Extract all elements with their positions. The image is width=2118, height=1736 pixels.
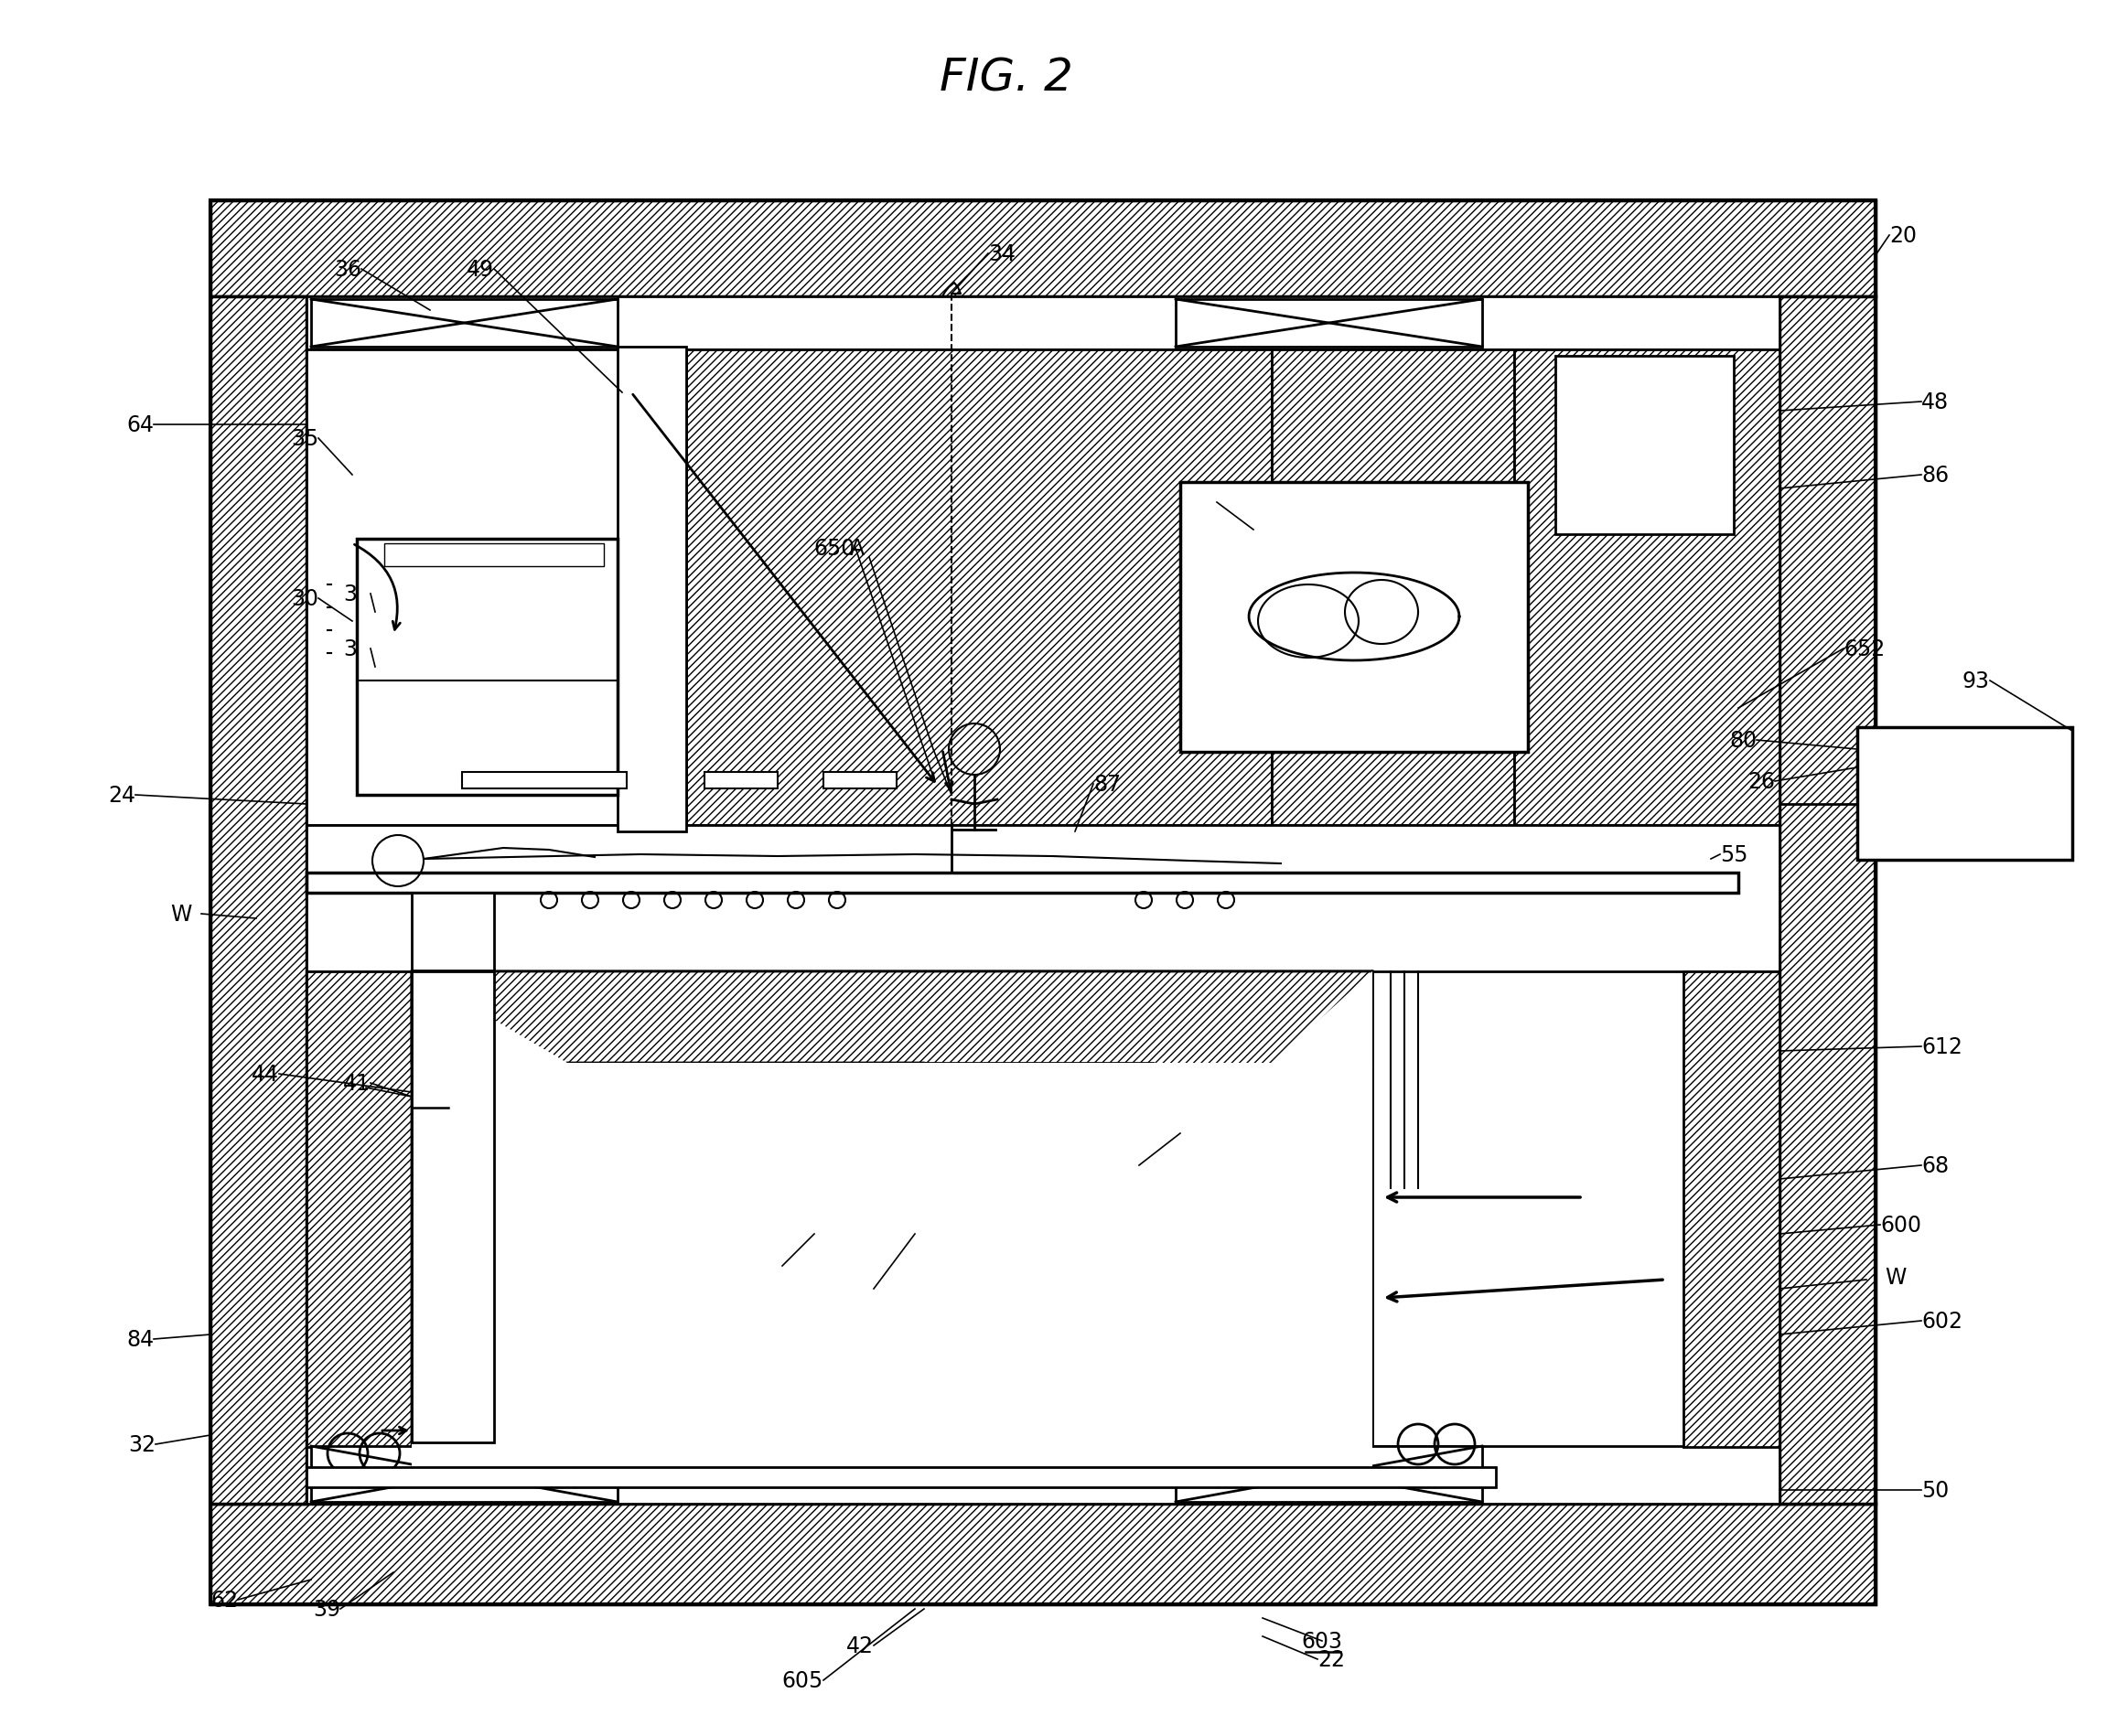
Bar	[311, 1446, 618, 1502]
Text: 87: 87	[1093, 773, 1120, 795]
Text: 50: 50	[1921, 1479, 1949, 1502]
Text: IMAGING: IMAGING	[1915, 762, 2016, 779]
Bar	[307, 1467, 1495, 1488]
Bar	[796, 1062, 1152, 1142]
Bar	[568, 1062, 1271, 1479]
Text: 80: 80	[1728, 729, 1756, 752]
Bar	[686, 351, 951, 826]
Text: 45: 45	[754, 1255, 782, 1278]
Text: 34: 34	[989, 243, 1015, 266]
Text: W: W	[1885, 1266, 1906, 1288]
Bar	[307, 826, 1779, 972]
Bar	[568, 1142, 1152, 1450]
Text: 42: 42	[847, 1635, 875, 1656]
Bar	[356, 540, 618, 795]
Bar	[824, 773, 896, 788]
Bar	[411, 972, 1372, 1479]
FancyArrowPatch shape	[354, 545, 400, 630]
Text: 44: 44	[252, 1062, 280, 1085]
Bar	[1175, 300, 1483, 347]
Text: 86: 86	[1921, 465, 1949, 486]
Text: 39: 39	[313, 1597, 341, 1620]
Polygon shape	[411, 972, 1372, 1234]
Bar	[705, 773, 777, 788]
Bar	[411, 892, 493, 970]
Text: 20: 20	[1889, 226, 1917, 247]
Bar	[307, 351, 686, 826]
Bar	[210, 297, 307, 1503]
Text: 91: 91	[1190, 491, 1218, 514]
Polygon shape	[411, 972, 1372, 1479]
Text: 603: 603	[1300, 1630, 1343, 1653]
Bar	[383, 543, 604, 566]
Bar	[311, 300, 618, 347]
Text: 68: 68	[1921, 1154, 1949, 1177]
Text: 603: 603	[409, 1087, 451, 1108]
Bar	[307, 297, 1779, 351]
Text: 605: 605	[782, 1670, 824, 1691]
Bar	[307, 351, 356, 1448]
Bar	[1779, 297, 1877, 1503]
Text: 650: 650	[813, 538, 856, 559]
Text: 612: 612	[1921, 1036, 1963, 1057]
Text: 36: 36	[335, 259, 362, 281]
Bar	[307, 297, 1779, 1503]
Bar	[307, 873, 1739, 892]
Text: 62: 62	[210, 1588, 237, 1611]
Polygon shape	[411, 972, 568, 1479]
Bar	[210, 201, 1877, 1604]
Text: 93: 93	[1963, 670, 1991, 693]
Text: 35: 35	[290, 427, 318, 450]
Text: W: W	[172, 903, 193, 925]
Text: 37: 37	[343, 583, 371, 606]
Bar	[1180, 483, 1527, 752]
Text: 600: 600	[1881, 1213, 1921, 1236]
Bar	[307, 1446, 1779, 1503]
Text: 24: 24	[108, 785, 136, 806]
Bar	[462, 773, 627, 788]
Text: 30: 30	[290, 589, 318, 609]
Text: 652: 652	[1843, 639, 1885, 660]
Bar	[686, 351, 1271, 826]
Bar	[307, 972, 411, 1448]
Bar	[1175, 1446, 1483, 1502]
Text: 617: 617	[1097, 1154, 1139, 1177]
Bar	[1271, 351, 1514, 826]
Polygon shape	[568, 1062, 1271, 1479]
Text: 55: 55	[1720, 844, 1747, 866]
Text: SYSTEM: SYSTEM	[1919, 793, 2012, 811]
Text: 43: 43	[847, 1278, 875, 1300]
Text: 26: 26	[1747, 771, 1775, 793]
Bar	[210, 1503, 1877, 1604]
Text: 49: 49	[466, 259, 493, 281]
Text: 22: 22	[1317, 1647, 1345, 1670]
Text: 41: 41	[343, 1073, 371, 1094]
Text: 48: 48	[1921, 391, 1949, 413]
Text: 38: 38	[343, 639, 371, 660]
Bar	[210, 201, 1877, 297]
Text: A: A	[849, 538, 864, 559]
Text: 602: 602	[1921, 1311, 1963, 1332]
Text: 32: 32	[127, 1434, 155, 1455]
Bar	[618, 347, 686, 832]
Bar	[1857, 727, 2071, 861]
Text: FIG. 2: FIG. 2	[940, 56, 1074, 99]
Polygon shape	[1271, 972, 1372, 1479]
Bar	[1514, 351, 1779, 826]
Bar	[307, 351, 686, 826]
Bar	[1684, 972, 1779, 1448]
Text: 84: 84	[127, 1328, 155, 1351]
Bar	[1555, 356, 1735, 535]
Text: 64: 64	[127, 415, 155, 436]
Bar	[411, 972, 493, 1443]
